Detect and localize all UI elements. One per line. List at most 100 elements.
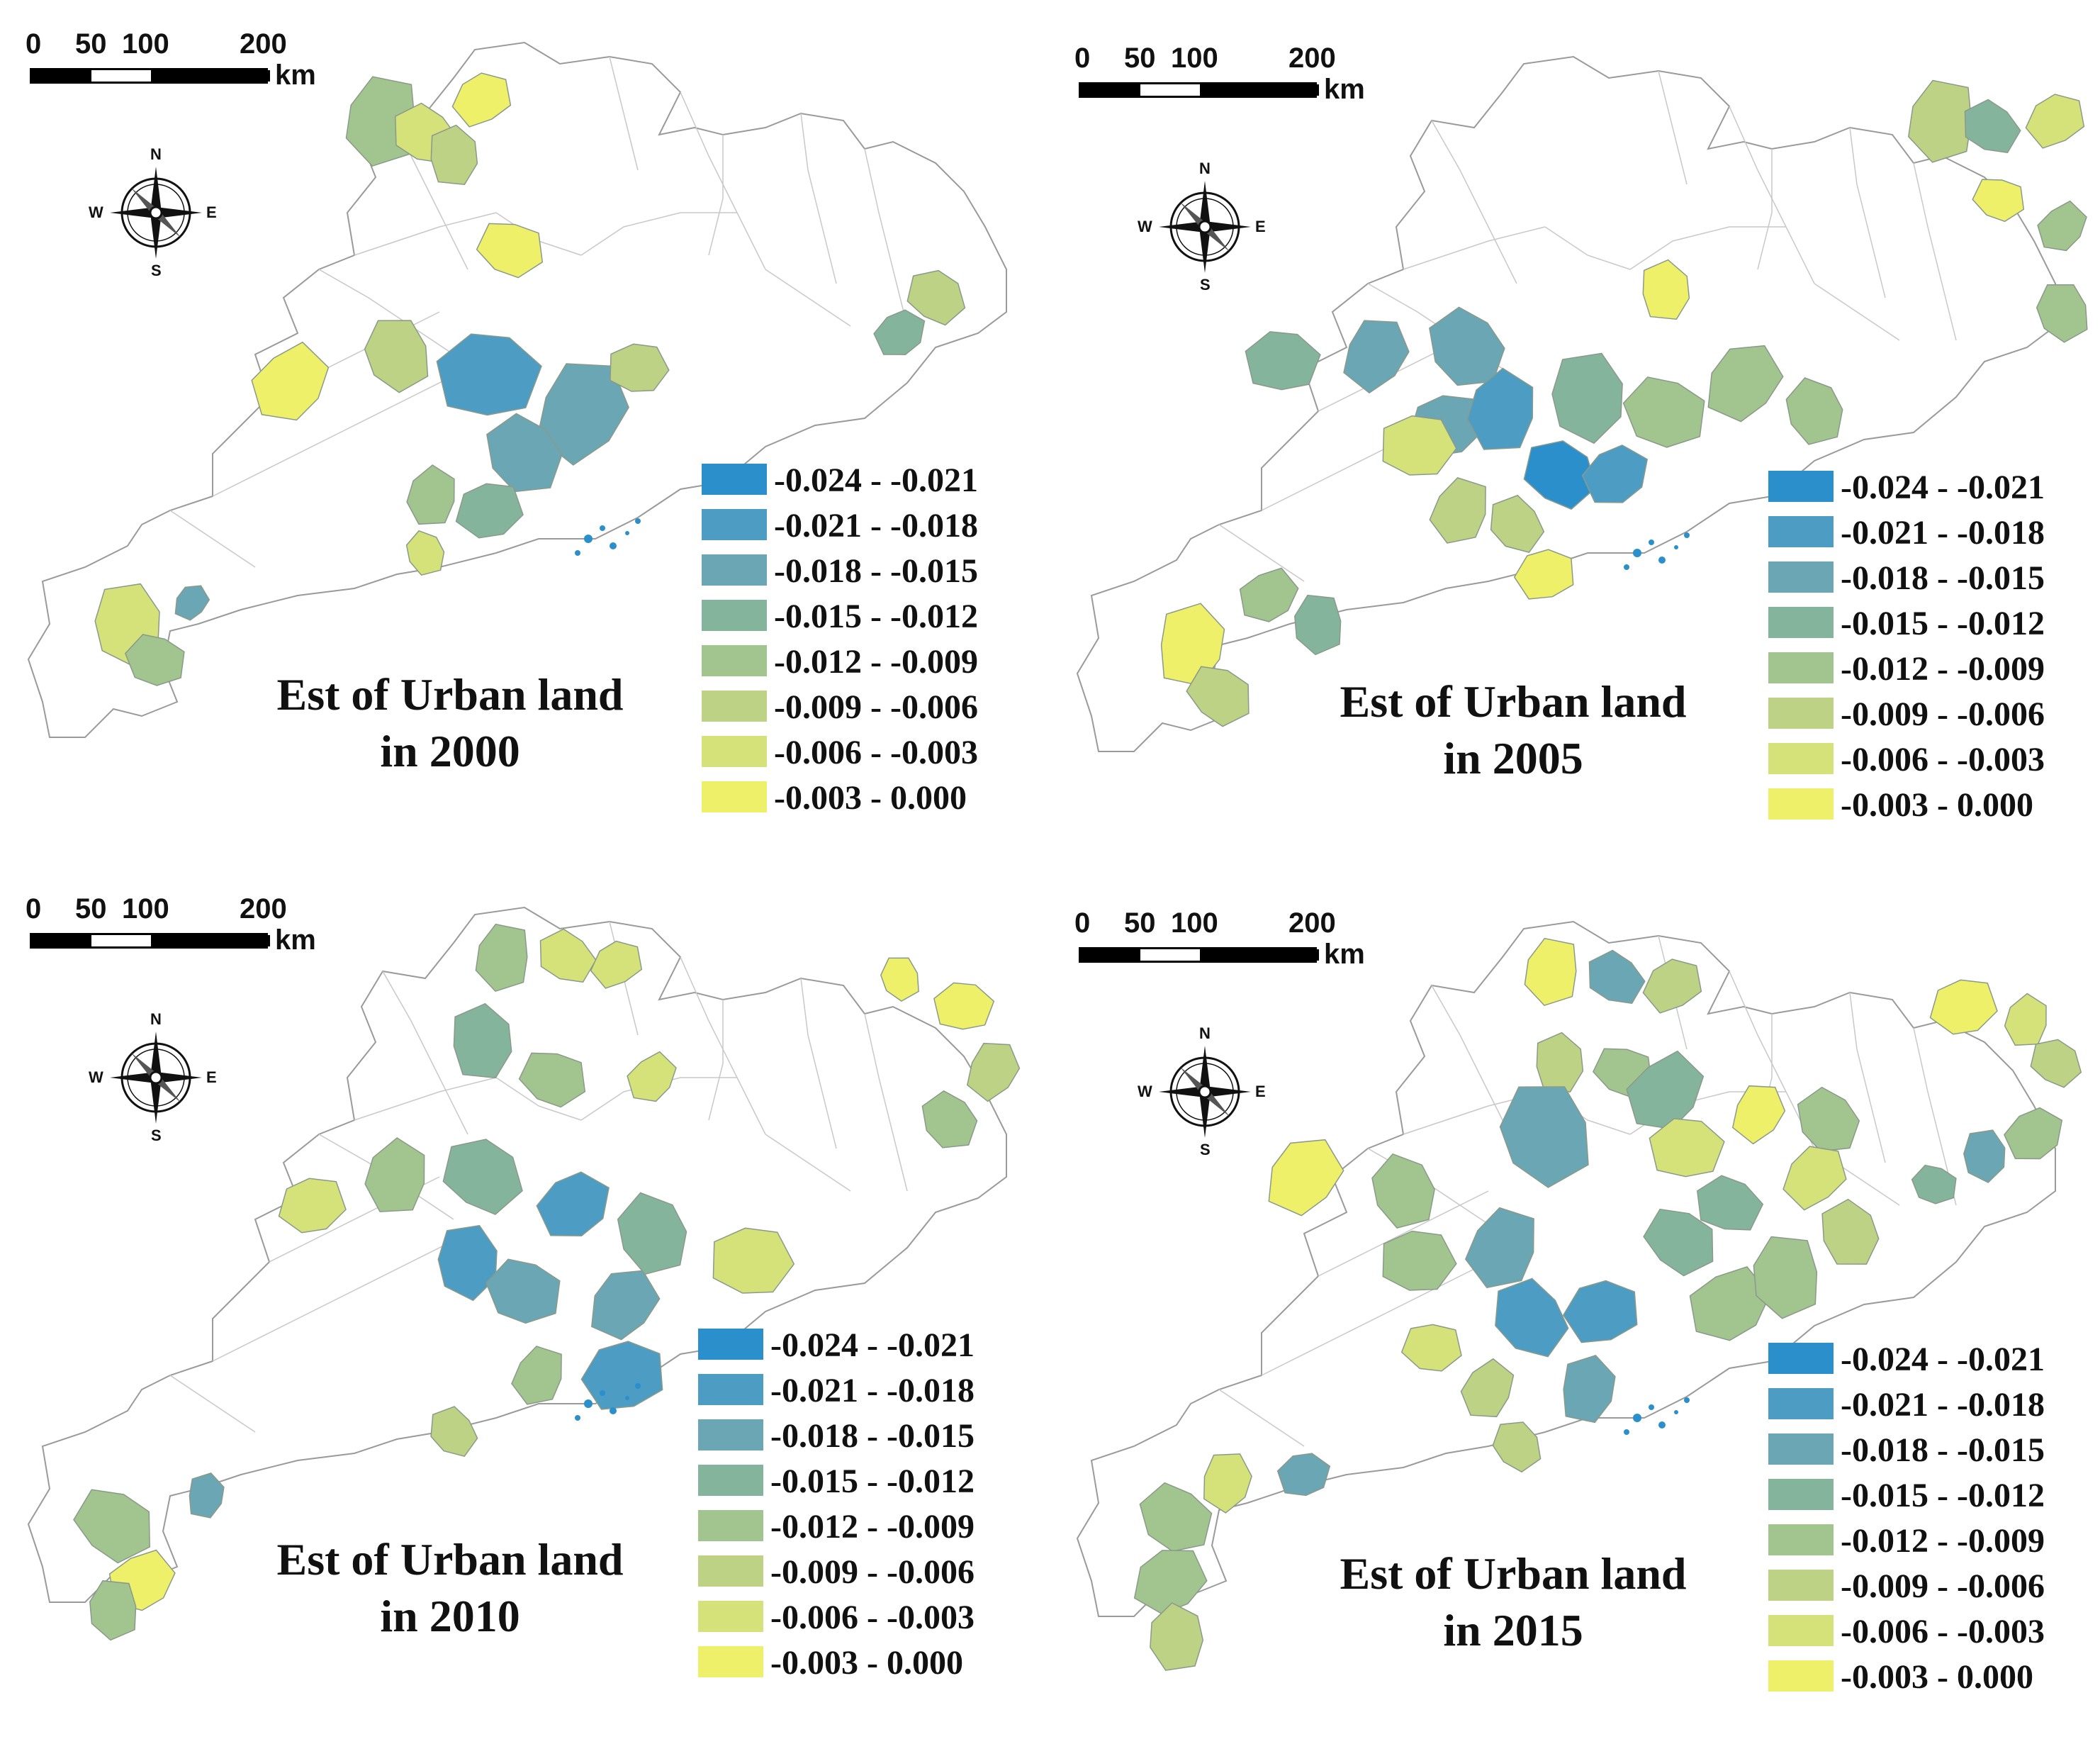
county-region — [1785, 377, 1843, 445]
legend-swatch — [698, 1646, 763, 1677]
legend-label: -0.012 - -0.009 — [1841, 1522, 2045, 1560]
legend-label: -0.015 - -0.012 — [774, 598, 978, 635]
legend-item: -0.018 - -0.015 — [698, 1416, 1024, 1455]
county-region — [1464, 1207, 1534, 1289]
legend-label: -0.021 - -0.018 — [1841, 514, 2045, 552]
legend-swatch — [1768, 1479, 1834, 1510]
scale-unit: km — [275, 60, 316, 91]
county-boundaries — [169, 921, 908, 1433]
choropleth-map — [27, 41, 1007, 738]
scale-label-100: 100 — [1171, 43, 1218, 74]
scale-bar: 0 50 100 200 km — [1074, 43, 1365, 106]
county-region — [1911, 1164, 1957, 1204]
compass-s: S — [151, 1127, 162, 1144]
county-region — [430, 124, 478, 185]
county-region — [124, 634, 185, 686]
legend-swatch — [1768, 652, 1834, 683]
compass-n: N — [150, 1010, 162, 1028]
legend-item: -0.003 - 0.000 — [1768, 786, 2094, 824]
county-region — [430, 1406, 478, 1458]
legend-item: -0.024 - -0.021 — [1768, 1340, 2094, 1378]
legend-swatch — [698, 1555, 763, 1587]
legend-swatch — [1768, 607, 1834, 638]
legend-swatch — [1768, 1570, 1834, 1601]
coastal-islands — [1624, 1397, 1690, 1435]
legend-swatch — [702, 781, 767, 812]
legend-label: -0.018 - -0.015 — [774, 552, 978, 590]
map-title: Est of Urban land in 2000 — [252, 666, 648, 780]
county-region — [1782, 1146, 1847, 1211]
shaded-regions — [73, 923, 1021, 1641]
legend-swatch — [1768, 1660, 1834, 1692]
north-arrow: N S W E — [89, 1010, 217, 1145]
legend-label: -0.024 - -0.021 — [1841, 1341, 2045, 1378]
scale-bar-graphic — [1079, 82, 1319, 98]
legend-label: -0.003 - 0.000 — [770, 1644, 963, 1682]
county-region — [966, 1042, 1021, 1102]
legend-swatch — [702, 736, 767, 767]
county-region — [1963, 1129, 2006, 1183]
scale-bar: 0 50 100 200 km — [26, 28, 316, 92]
map-title: Est of Urban land in 2015 — [1315, 1545, 1712, 1659]
county-region — [1268, 1139, 1344, 1217]
legend-label: -0.024 - -0.021 — [770, 1326, 975, 1364]
legend-item: -0.009 - -0.006 — [1768, 695, 2094, 733]
legend-item: -0.015 - -0.012 — [1768, 1476, 2094, 1514]
legend-swatch — [698, 1374, 763, 1405]
county-region — [189, 1472, 225, 1519]
county-region — [933, 982, 995, 1030]
county-region — [610, 343, 670, 392]
county-region — [1588, 949, 1646, 1005]
compass-s: S — [151, 262, 162, 279]
map-title-line2: in 2010 — [380, 1591, 520, 1641]
compass-n: N — [1199, 160, 1211, 177]
county-region — [1495, 1278, 1569, 1358]
county-region — [536, 1171, 610, 1236]
county-region — [1964, 99, 2021, 154]
county-region — [278, 1178, 347, 1234]
county-region — [1150, 1602, 1204, 1671]
scale-label-100: 100 — [122, 893, 169, 924]
county-region — [436, 333, 542, 416]
legend-swatch — [698, 1419, 763, 1450]
compass-w: W — [1138, 218, 1152, 235]
compass-rose-icon — [1159, 181, 1251, 273]
legend-label: -0.003 - 0.000 — [774, 779, 967, 817]
legend-label: -0.018 - -0.015 — [1841, 1431, 2045, 1469]
legend-swatch — [702, 464, 767, 495]
legend-swatch — [1768, 698, 1834, 729]
legend-swatch — [1768, 1433, 1834, 1465]
county-region — [906, 269, 966, 326]
county-region — [485, 1258, 561, 1324]
scale-bar: 0 50 100 200 km — [26, 893, 316, 957]
compass-rose-icon — [1159, 1046, 1251, 1138]
legend-item: -0.006 - -0.003 — [1768, 740, 2094, 778]
compass-e: E — [206, 1068, 217, 1086]
county-region — [1245, 331, 1321, 391]
legend-item: -0.018 - -0.015 — [702, 552, 1028, 590]
county-region — [1707, 345, 1784, 423]
county-region — [1622, 376, 1705, 448]
county-region — [1429, 306, 1505, 386]
shaded-regions — [94, 72, 966, 686]
county-region — [1466, 367, 1534, 450]
county-region — [2037, 200, 2087, 252]
scale-bar: 0 50 100 200 km — [1074, 907, 1365, 971]
legend-item: -0.012 - -0.009 — [1768, 1521, 2094, 1560]
county-region — [1513, 549, 1574, 600]
legend-label: -0.003 - 0.000 — [1841, 1658, 2033, 1696]
north-arrow: N S W E — [1138, 1024, 1266, 1159]
legend-swatch — [1768, 743, 1834, 774]
county-region — [1382, 1230, 1457, 1291]
legend-swatch — [702, 645, 767, 676]
county-region — [921, 1090, 978, 1148]
legend-swatch — [698, 1465, 763, 1496]
legend-item: -0.006 - -0.003 — [702, 733, 1028, 771]
legend-item: -0.015 - -0.012 — [698, 1462, 1024, 1500]
legend-item: -0.012 - -0.009 — [698, 1507, 1024, 1545]
county-region — [1562, 1280, 1638, 1343]
legend-label: -0.015 - -0.012 — [1841, 605, 2045, 642]
legend-item: -0.009 - -0.006 — [1768, 1567, 2094, 1605]
county-region — [712, 1227, 795, 1294]
scale-label-200: 200 — [240, 893, 287, 924]
